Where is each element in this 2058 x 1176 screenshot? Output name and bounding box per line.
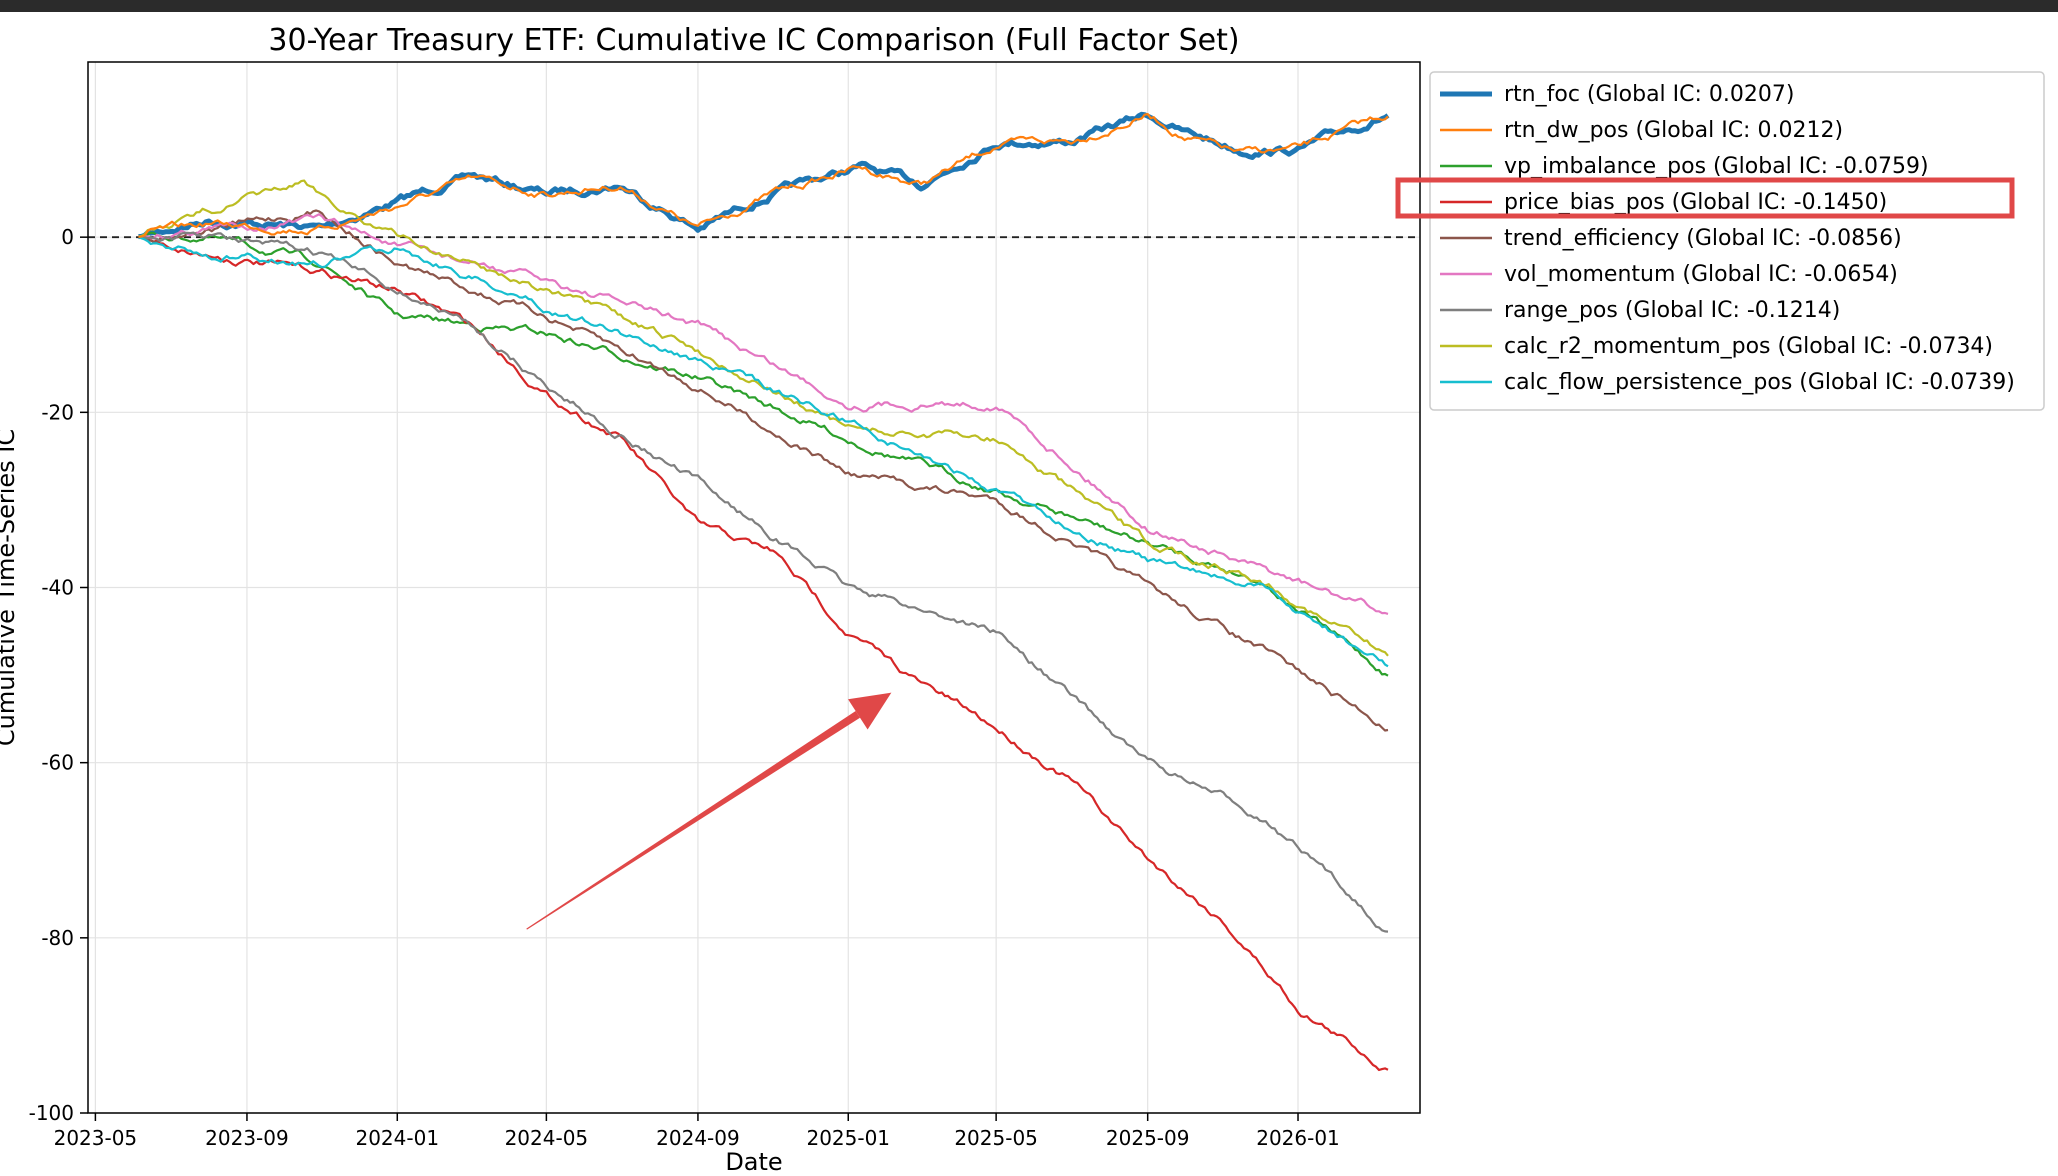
legend-label: calc_flow_persistence_pos (Global IC: -0… <box>1504 370 2015 395</box>
legend-label: rtn_dw_pos (Global IC: 0.0212) <box>1504 118 1843 143</box>
series-line <box>138 236 1389 1072</box>
series-line <box>138 209 1389 732</box>
series-line <box>138 231 1389 933</box>
legend-label: range_pos (Global IC: -0.1214) <box>1504 298 1840 323</box>
legend-label: vol_momentum (Global IC: -0.0654) <box>1504 262 1898 287</box>
y-tick-label: -60 <box>41 751 74 775</box>
x-tick-label: 2024-01 <box>355 1126 439 1150</box>
series-line <box>138 111 1390 240</box>
x-axis: 2023-05 2023-09 2024-01 2024-05 2024-09 2025-… <box>54 1113 1340 1150</box>
y-tick-label: -100 <box>29 1101 74 1125</box>
chart-title: 30-Year Treasury ETF: Cumulative IC Comp… <box>268 23 1239 58</box>
series-line <box>138 113 1389 239</box>
y-tick-label: 0 <box>61 225 74 249</box>
x-tick-label: 2023-09 <box>205 1126 289 1150</box>
legend-highlight-box <box>1395 177 2015 219</box>
y-tick-label: -80 <box>41 926 74 950</box>
legend-label: trend_efficiency (Global IC: -0.0856) <box>1504 226 1902 251</box>
legend: rtn_foc (Global IC: 0.0207) rtn_dw_pos (G… <box>1429 71 2045 411</box>
x-tick-label: 2025-01 <box>806 1126 890 1150</box>
x-tick-label: 2025-09 <box>1106 1126 1190 1150</box>
y-axis: 0 -20 -40 -60 -80 -100 <box>29 225 88 1125</box>
arrow-shaft <box>526 711 861 930</box>
y-tick-label: -20 <box>41 400 74 424</box>
x-tick-label: 2025-05 <box>954 1126 1038 1150</box>
x-tick-label: 2024-09 <box>656 1126 740 1150</box>
legend-box <box>1429 71 2045 411</box>
series-layer <box>138 111 1390 1072</box>
x-tick-label: 2024-05 <box>505 1126 589 1150</box>
legend-label: vp_imbalance_pos (Global IC: -0.0759) <box>1504 154 1929 179</box>
legend-label: price_bias_pos (Global IC: -0.1450) <box>1504 190 1887 215</box>
x-tick-label: 2026-01 <box>1256 1126 1340 1150</box>
series-line <box>138 231 1389 677</box>
x-axis-label: Date <box>725 1148 782 1176</box>
y-axis-label: Cumulative Time-Series IC <box>0 429 20 746</box>
arrow-head <box>848 692 892 730</box>
legend-label: rtn_foc (Global IC: 0.0207) <box>1504 82 1794 107</box>
series-line <box>138 236 1389 668</box>
x-tick-label: 2023-05 <box>54 1126 138 1150</box>
window-top-bar <box>0 0 2058 12</box>
annotation-arrow <box>526 692 892 930</box>
series-line <box>138 213 1389 615</box>
series-line <box>138 179 1389 657</box>
y-tick-label: -40 <box>41 576 74 600</box>
legend-label: calc_r2_momentum_pos (Global IC: -0.0734… <box>1504 334 1993 359</box>
